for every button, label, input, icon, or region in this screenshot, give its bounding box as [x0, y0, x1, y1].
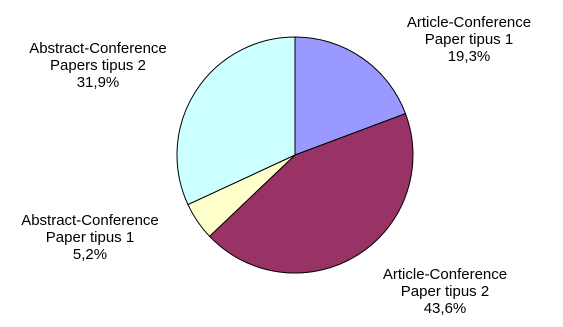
- slice-category-label: Paper tipus 2: [401, 283, 489, 300]
- slice-category-label: Paper tipus 1: [46, 229, 134, 246]
- slice-category-label: Article-Conference: [407, 14, 531, 31]
- slice-percent-label: 31,9%: [77, 74, 120, 91]
- pie-slice-1: [294, 36, 407, 156]
- slice-category-label: Abstract-Conference: [21, 212, 159, 229]
- slice-percent-label: 43,6%: [424, 300, 467, 317]
- pie-slice-2: [208, 112, 414, 274]
- slice-category-label: Papers tipus 2: [50, 57, 146, 74]
- slice-percent-label: 5,2%: [73, 246, 107, 263]
- slice-category-label: Paper tipus 1: [425, 31, 513, 48]
- slice-percent-label: 19,3%: [448, 48, 491, 65]
- slice-category-label: Abstract-Conference: [29, 40, 167, 57]
- pie-slices: [176, 36, 414, 274]
- slice-category-label: Article-Conference: [383, 266, 507, 283]
- pie-slice-4: [176, 36, 296, 206]
